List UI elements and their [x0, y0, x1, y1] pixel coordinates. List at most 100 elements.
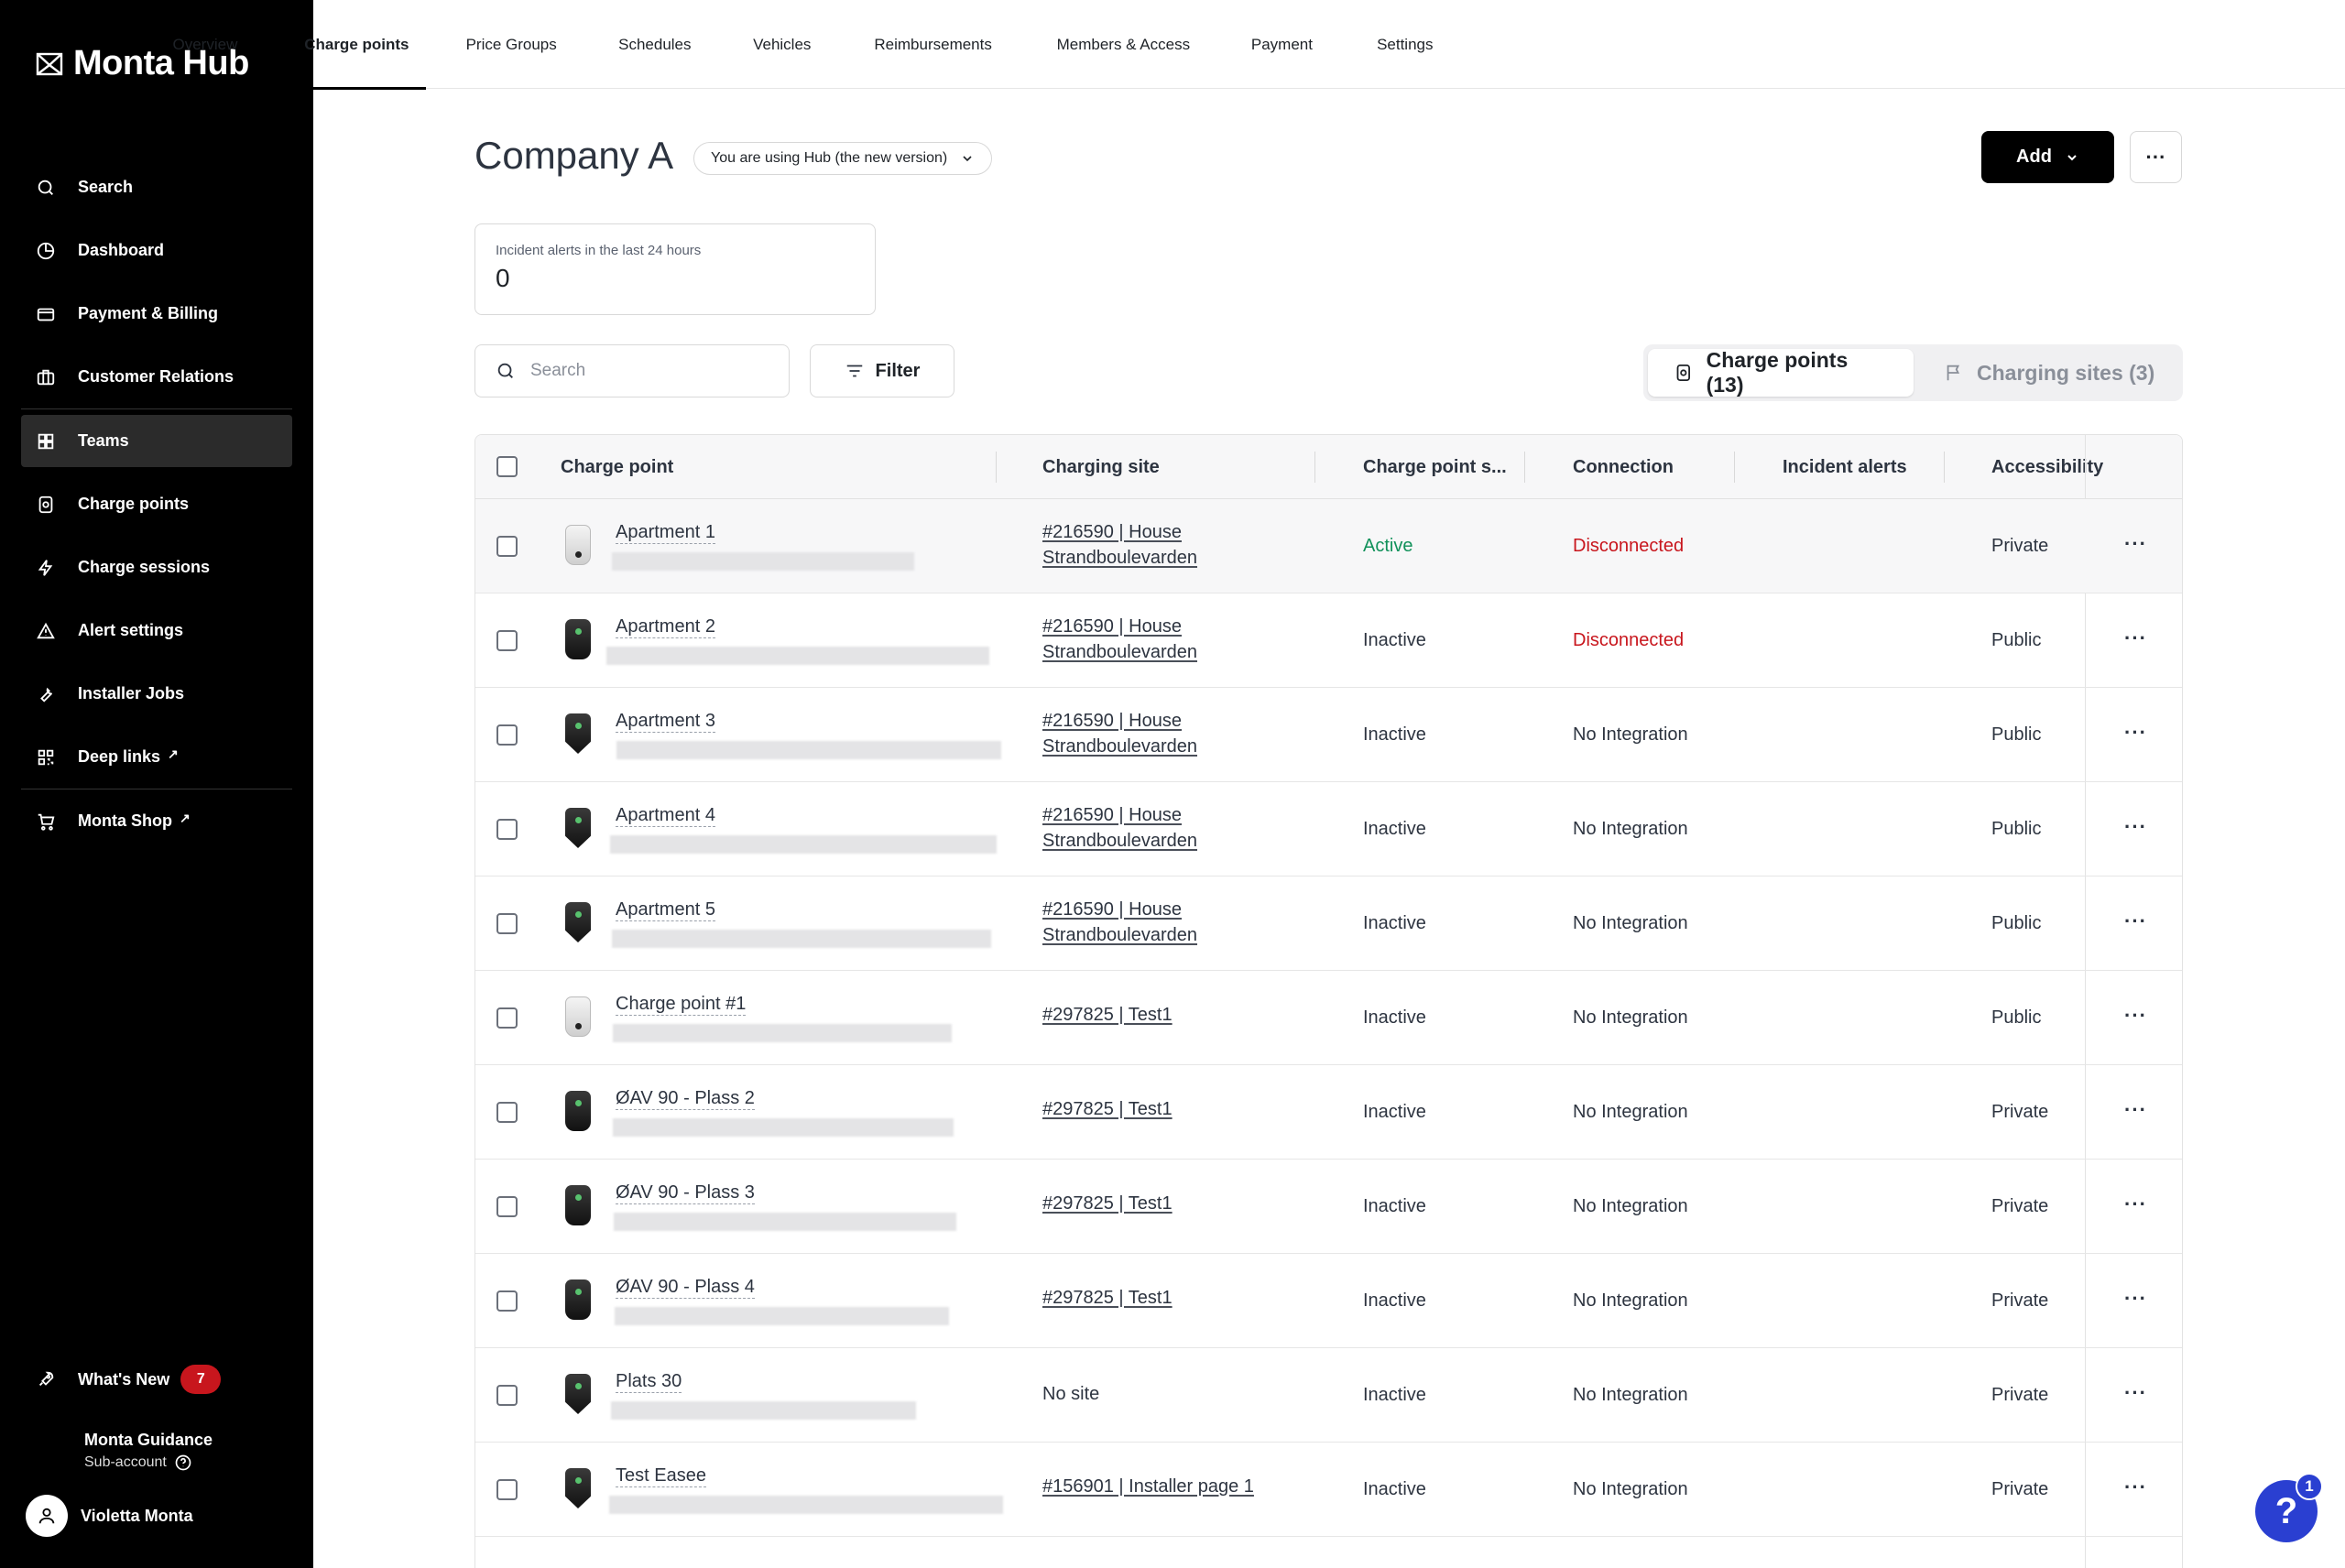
sidebar-item-monta-shop[interactable]: Monta Shop ↗ [21, 795, 292, 847]
tab-members-access[interactable]: Members & Access [1056, 35, 1191, 53]
column-resize-handle[interactable] [1314, 452, 1315, 483]
more-options-button[interactable]: ··· [2130, 131, 2182, 183]
charge-point-name[interactable]: ØAV 90 - Plass 3 [616, 1182, 755, 1204]
table-row[interactable]: Apartment 5 #216590 | House Strandboulevar… [475, 877, 2182, 971]
column-resize-handle[interactable] [1734, 452, 1735, 483]
charger-device-icon [565, 619, 591, 659]
sidebar-item-deep-links[interactable]: Deep links ↗ [21, 731, 292, 783]
charging-site-link[interactable]: #216590 | House Strandboulevarden [1042, 708, 1197, 759]
row-more-options-button[interactable]: ··· [2124, 1287, 2147, 1310]
charging-site-link[interactable]: #297825 | Test1 [1042, 1193, 1172, 1214]
sidebar-item-installer-jobs[interactable]: Installer Jobs [21, 668, 292, 720]
column-header[interactable]: Accessibility [1991, 456, 2104, 477]
charging-site-link[interactable]: #297825 | Test1 [1042, 1099, 1172, 1119]
tab-reimbursements[interactable]: Reimbursements [874, 35, 992, 53]
account-switcher[interactable]: Monta Guidance Sub-account [84, 1431, 213, 1472]
search-input[interactable] [530, 361, 769, 381]
row-checkbox[interactable] [496, 1479, 518, 1500]
sidebar-item-alert-settings[interactable]: Alert settings [21, 604, 292, 657]
table-row[interactable]: ØAV 90 - Plass 2 #297825 | Test1 Inactive N… [475, 1065, 2182, 1160]
row-more-options-button[interactable]: ··· [2124, 1098, 2147, 1121]
charge-point-name[interactable]: ØAV 90 - Plass 2 [616, 1088, 755, 1110]
sidebar-item-dashboard[interactable]: Dashboard [21, 224, 292, 277]
help-button[interactable]: ? [2255, 1480, 2318, 1542]
tab-vehicles[interactable]: Vehicles [753, 35, 812, 53]
sidebar-item-charge-points[interactable]: Charge points [21, 478, 292, 530]
row-more-options-button[interactable]: ··· [2124, 1004, 2147, 1027]
row-more-options-button[interactable]: ··· [2124, 626, 2147, 649]
row-checkbox[interactable] [496, 630, 518, 651]
column-resize-handle[interactable] [1944, 452, 1945, 483]
column-header[interactable]: Incident alerts [1783, 456, 1907, 477]
column-header[interactable]: Connection [1573, 456, 1674, 477]
table-row[interactable]: ØAV 90 - Plass 3 #297825 | Test1 Inactive N… [475, 1160, 2182, 1254]
row-more-options-button[interactable]: ··· [2124, 815, 2147, 838]
charging-site-link[interactable]: #216590 | House Strandboulevarden [1042, 614, 1197, 665]
row-more-options-button[interactable]: ··· [2124, 1381, 2147, 1404]
charge-point-name[interactable]: Test Easee [616, 1465, 706, 1487]
user-profile[interactable]: Violetta Monta [26, 1495, 193, 1537]
table-row[interactable]: Apartment 3 #216590 | House Strandboulevar… [475, 688, 2182, 782]
column-header[interactable]: Charging site [1042, 456, 1160, 477]
row-checkbox[interactable] [496, 913, 518, 934]
tab-overview[interactable]: Overview [172, 35, 238, 53]
select-all-checkbox[interactable] [496, 456, 518, 477]
charging-site-link[interactable]: #297825 | Test1 [1042, 1005, 1172, 1025]
charge-point-name[interactable]: Apartment 4 [616, 805, 715, 827]
tab-schedules[interactable]: Schedules [618, 35, 692, 53]
column-header[interactable]: Charge point [561, 456, 674, 477]
sidebar-item-teams[interactable]: Teams [21, 415, 292, 467]
tab-charge-points[interactable]: Charge points [288, 0, 426, 90]
table-row[interactable]: Charge point #1 #297825 | Test1 Inactive No… [475, 971, 2182, 1065]
row-more-options-button[interactable]: ··· [2124, 721, 2147, 744]
row-more-options-button[interactable]: ··· [2124, 532, 2147, 555]
charge-point-name[interactable]: Plats 30 [616, 1371, 682, 1393]
sidebar-item-charge-sessions[interactable]: Charge sessions [21, 541, 292, 593]
table-row[interactable]: ØAV 90 - Plass 4 #297825 | Test1 Inactive N… [475, 1254, 2182, 1348]
whats-new-button[interactable]: What's New 7 [36, 1365, 222, 1394]
segment-charge-points[interactable]: Charge points (13) [1648, 348, 1914, 397]
row-more-options-button[interactable]: ··· [2124, 1475, 2147, 1498]
row-checkbox[interactable] [496, 724, 518, 746]
charge-point-name[interactable]: Charge point #1 [616, 994, 747, 1016]
charging-site-link[interactable]: #297825 | Test1 [1042, 1288, 1172, 1308]
charge-point-name[interactable]: Apartment 2 [616, 616, 715, 638]
row-checkbox[interactable] [496, 819, 518, 840]
add-button[interactable]: Add [1981, 131, 2114, 183]
tab-payment[interactable]: Payment [1250, 35, 1313, 53]
charge-point-name[interactable]: Apartment 5 [616, 899, 715, 921]
row-checkbox[interactable] [496, 1385, 518, 1406]
tab-price-groups[interactable]: Price Groups [465, 35, 557, 53]
help-circle-icon[interactable] [174, 1454, 192, 1472]
table-row[interactable]: Apartment 1 #216590 | House Strandboulevar… [475, 499, 2182, 593]
column-resize-handle[interactable] [996, 452, 997, 483]
sidebar-item-customer-relations[interactable]: Customer Relations [21, 351, 292, 403]
charging-site-link[interactable]: #216590 | House Strandboulevarden [1042, 802, 1197, 854]
charging-site-link[interactable]: #216590 | House Strandboulevarden [1042, 519, 1197, 571]
tab-settings[interactable]: Settings [1377, 35, 1434, 53]
charging-site-link[interactable]: #156901 | Installer page 1 [1042, 1476, 1254, 1497]
sidebar-item-search[interactable]: Search [21, 161, 292, 213]
version-selector[interactable]: You are using Hub (the new version) [693, 142, 993, 175]
filter-button[interactable]: Filter [810, 344, 954, 397]
table-row[interactable]: Apartment 2 #216590 | House Strandboulevar… [475, 593, 2182, 688]
charge-point-name[interactable]: ØAV 90 - Plass 4 [616, 1277, 755, 1299]
segment-charging-sites[interactable]: Charging sites (3) [1918, 349, 2180, 397]
row-checkbox[interactable] [496, 1007, 518, 1029]
charging-site-link[interactable]: #216590 | House Strandboulevarden [1042, 897, 1197, 948]
table-row[interactable]: Test Easee #156901 | Installer page 1 Inac… [475, 1443, 2182, 1537]
monta-hub-logo[interactable]: Monta Hub [35, 44, 249, 83]
row-checkbox[interactable] [496, 1102, 518, 1123]
row-checkbox[interactable] [496, 1290, 518, 1312]
column-header[interactable]: Charge point s... [1363, 456, 1507, 477]
table-row[interactable]: Apartment 4 #216590 | House Strandboulevar… [475, 782, 2182, 877]
row-checkbox[interactable] [496, 536, 518, 557]
charge-point-name[interactable]: Apartment 1 [616, 522, 715, 544]
sidebar-item-payment-billing[interactable]: Payment & Billing [21, 288, 292, 340]
table-row[interactable]: Plats 30 No site Inactive No Integration Pri… [475, 1348, 2182, 1443]
row-more-options-button[interactable]: ··· [2124, 1192, 2147, 1215]
charge-point-name[interactable]: Apartment 3 [616, 711, 715, 733]
row-checkbox[interactable] [496, 1196, 518, 1217]
column-resize-handle[interactable] [1524, 452, 1525, 483]
row-more-options-button[interactable]: ··· [2124, 909, 2147, 932]
